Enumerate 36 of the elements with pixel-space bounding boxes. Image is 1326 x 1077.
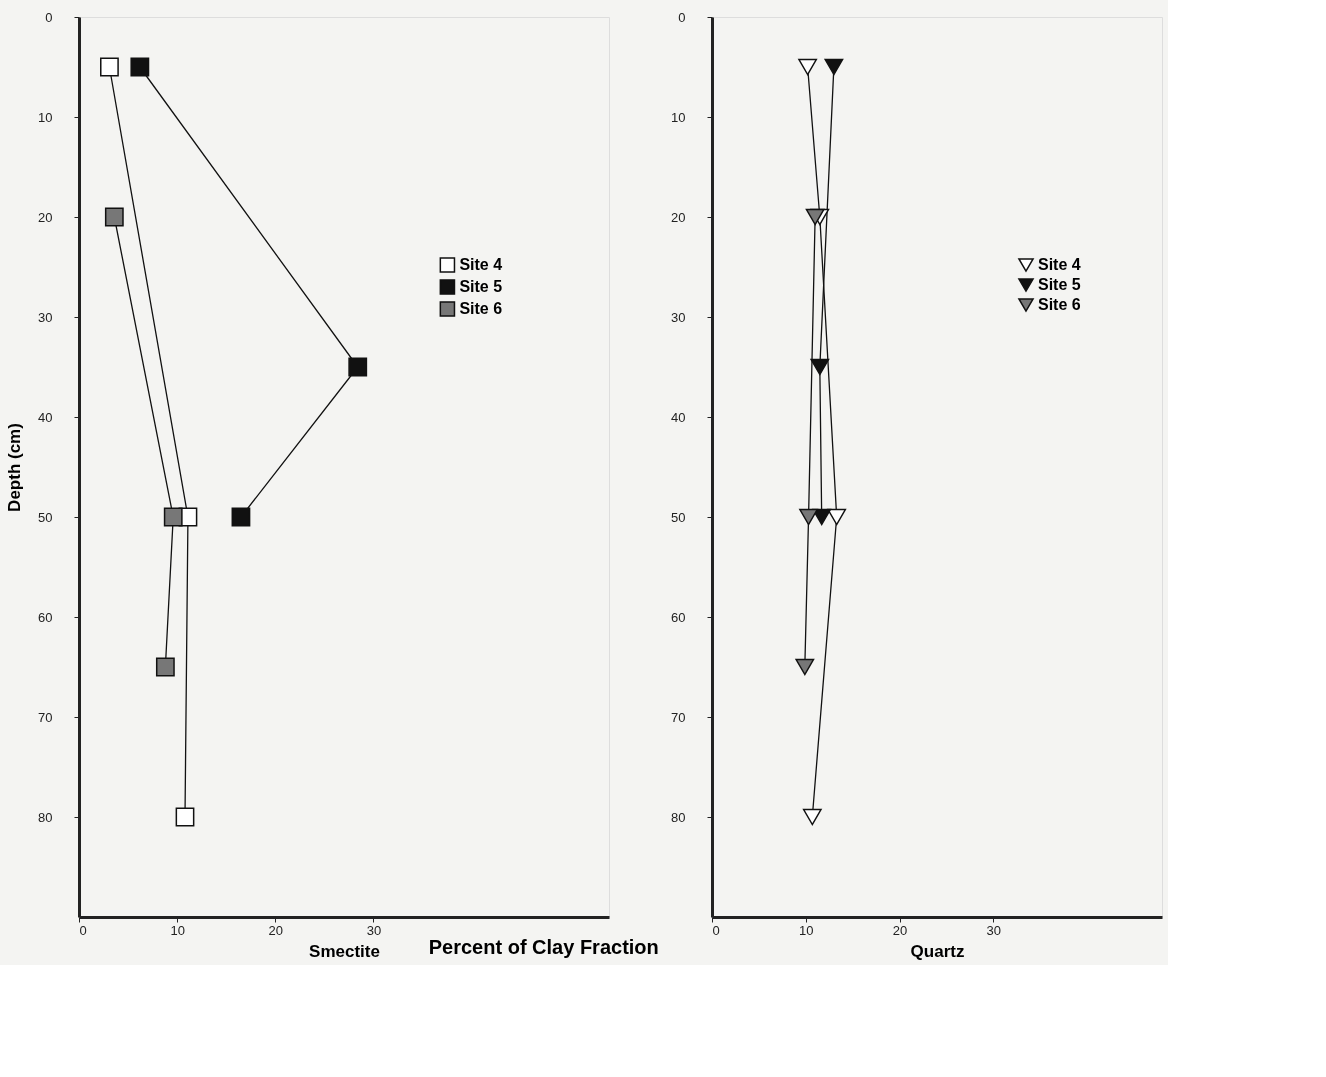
- y-tick-label: 40: [671, 409, 686, 425]
- y-tick-label: 0: [678, 9, 686, 25]
- y-tick-label: 30: [38, 309, 53, 325]
- x-tick-label: 20: [268, 922, 284, 938]
- y-tick-label: 10: [671, 109, 686, 125]
- text: Percent of Clay Fraction: [428, 935, 659, 958]
- x-tick-label: 0: [712, 922, 720, 938]
- legend-label: Site 6: [459, 300, 503, 317]
- y-axis-title: Depth (cm): [5, 423, 25, 512]
- x-tick-label: 30: [986, 922, 1001, 938]
- y-tick-label: 70: [38, 709, 53, 725]
- x-tick-label: 20: [892, 922, 908, 938]
- y-tick-label: 10: [38, 109, 53, 125]
- x-axis-title: Smectite: [309, 941, 380, 961]
- y-tick-label: 80: [38, 809, 53, 825]
- y-tick-label: 20: [38, 209, 53, 225]
- legend-label: Site 5: [1038, 276, 1081, 293]
- y-tick-label: 30: [671, 309, 686, 325]
- y-tick-label: 50: [671, 509, 686, 525]
- x-tick-label: 30: [366, 922, 382, 938]
- y-tick-label: 60: [38, 609, 53, 625]
- x-tick-label: 10: [799, 922, 814, 938]
- y-tick-label: 80: [671, 809, 686, 825]
- legend-label: Site 4: [459, 256, 503, 273]
- x-axis-title: Quartz: [910, 941, 965, 961]
- legend-label: Site 4: [1038, 256, 1081, 273]
- y-tick-label: 70: [671, 709, 686, 725]
- legend-label: Site 6: [1038, 296, 1081, 313]
- x-tick-label: 0: [79, 922, 87, 938]
- y-tick-label: 40: [38, 409, 53, 425]
- y-tick-label: 50: [38, 509, 53, 525]
- x-tick-label: 10: [170, 922, 185, 938]
- legend-label: Site 5: [459, 278, 503, 295]
- y-tick-label: 20: [671, 209, 686, 225]
- y-tick-label: 0: [45, 9, 53, 25]
- y-tick-label: 60: [671, 609, 686, 625]
